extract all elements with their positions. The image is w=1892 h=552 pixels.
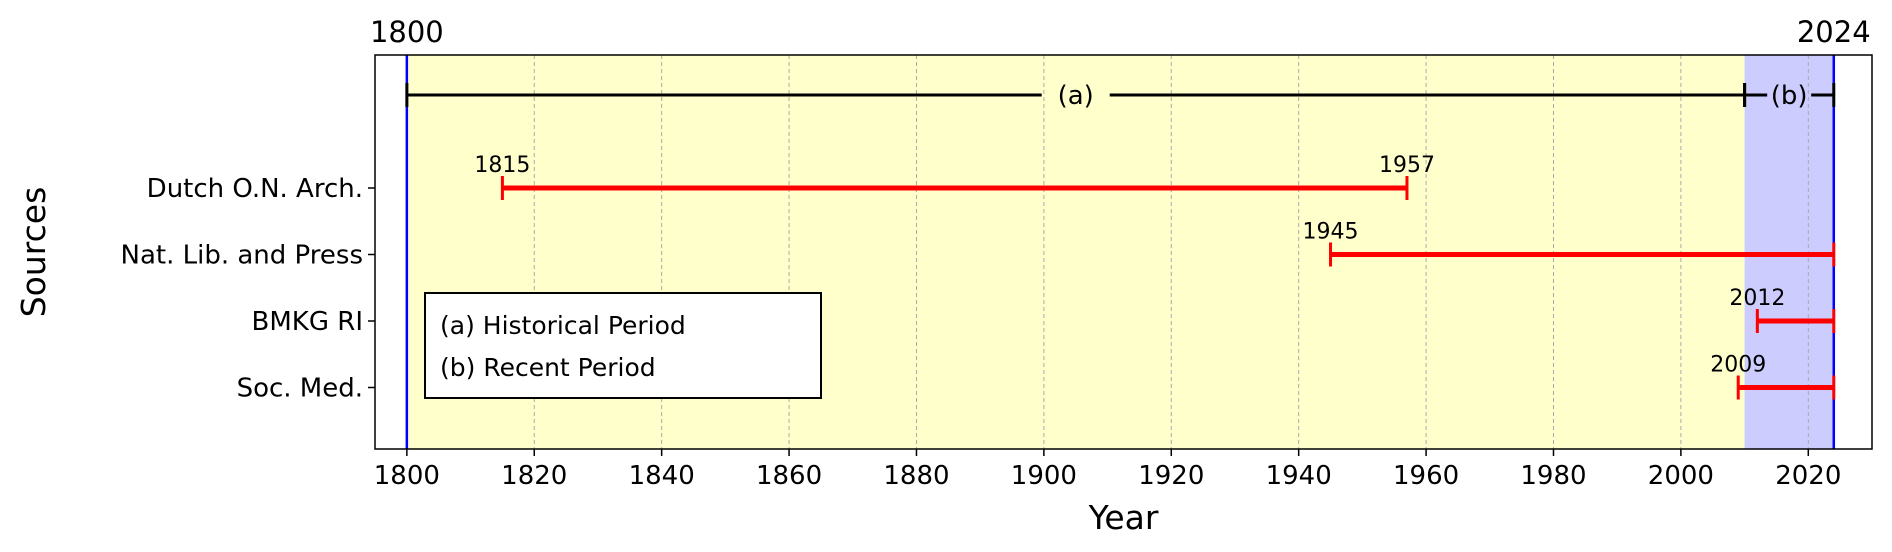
x-tick-label: 2000 [1648,461,1714,491]
legend-box [424,292,822,399]
x-tick-label: 2020 [1775,461,1841,491]
y-tick-label: Soc. Med. [237,374,363,404]
start-year-label: 1815 [474,153,530,178]
boundary-label: 1800 [370,15,444,49]
start-year-label: 2009 [1710,353,1766,378]
x-axis-label: Year [1088,498,1159,537]
x-tick-label: 1920 [1138,461,1204,491]
x-tick-label: 1880 [883,461,949,491]
legend-entry: (b) Recent Period [440,353,656,382]
x-tick-label: 1900 [1011,461,1077,491]
end-year-label: 1957 [1379,153,1435,178]
period-label: (a) [1058,81,1094,111]
boundary-label: 2024 [1797,15,1871,49]
y-tick-label: Dutch O.N. Arch. [147,174,363,204]
legend-entry: (a) Historical Period [440,311,686,340]
x-tick-label: 1960 [1393,461,1459,491]
x-tick-label: 1840 [629,461,695,491]
x-tick-label: 1820 [501,461,567,491]
y-tick-label: Nat. Lib. and Press [121,241,363,271]
period-label: (b) [1771,81,1808,111]
plot-frame [374,54,1873,450]
start-year-label: 2012 [1729,286,1785,311]
start-year-label: 1945 [1303,220,1359,245]
x-tick-label: 1800 [374,461,440,491]
x-tick-label: 1940 [1266,461,1332,491]
y-axis-label: Sources [14,187,53,318]
y-tick-label: BMKG RI [252,307,363,337]
x-tick-label: 1980 [1520,461,1586,491]
x-tick-label: 1860 [756,461,822,491]
